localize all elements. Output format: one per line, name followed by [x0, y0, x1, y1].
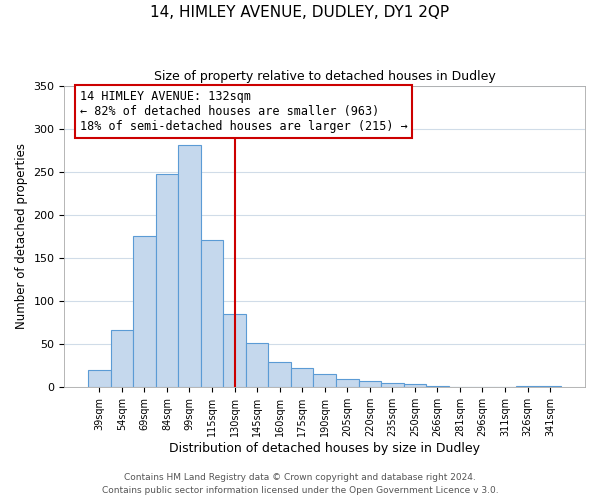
Bar [313, 374, 336, 388]
X-axis label: Distribution of detached houses by size in Dudley: Distribution of detached houses by size … [169, 442, 480, 455]
Text: 14, HIMLEY AVENUE, DUDLEY, DY1 2QP: 14, HIMLEY AVENUE, DUDLEY, DY1 2QP [151, 5, 449, 20]
Bar [246, 342, 268, 388]
Bar [291, 368, 313, 388]
Bar [539, 386, 562, 388]
Text: Contains HM Land Registry data © Crown copyright and database right 2024.
Contai: Contains HM Land Registry data © Crown c… [101, 473, 499, 495]
Bar [516, 386, 539, 388]
Bar [133, 236, 155, 388]
Bar [88, 370, 110, 388]
Bar [404, 384, 426, 388]
Bar [110, 330, 133, 388]
Bar [178, 145, 201, 388]
Bar [336, 378, 359, 388]
Bar [381, 383, 404, 388]
Bar [223, 314, 246, 388]
Bar [201, 240, 223, 388]
Bar [426, 386, 449, 388]
Bar [268, 362, 291, 388]
Bar [155, 174, 178, 388]
Text: 14 HIMLEY AVENUE: 132sqm
← 82% of detached houses are smaller (963)
18% of semi-: 14 HIMLEY AVENUE: 132sqm ← 82% of detach… [80, 90, 408, 133]
Bar [359, 382, 381, 388]
Y-axis label: Number of detached properties: Number of detached properties [15, 144, 28, 330]
Title: Size of property relative to detached houses in Dudley: Size of property relative to detached ho… [154, 70, 496, 83]
